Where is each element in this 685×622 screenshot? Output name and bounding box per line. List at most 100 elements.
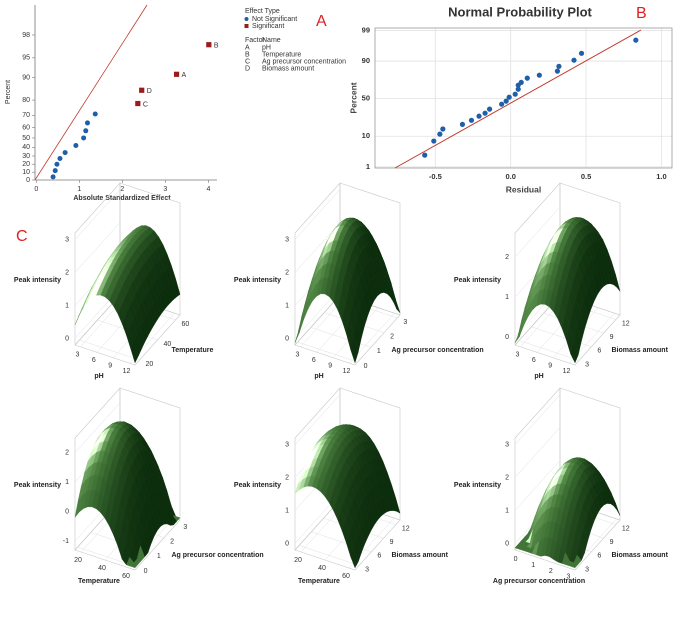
x-tick-label: 12 <box>343 368 351 375</box>
point-label: A <box>182 72 187 79</box>
point <box>515 86 521 92</box>
point <box>73 143 79 149</box>
x-tick-label: 0.0 <box>505 172 515 181</box>
point-label: C <box>143 101 148 108</box>
grid-line <box>79 339 140 361</box>
x-tick-label: 9 <box>548 363 552 370</box>
point <box>524 75 530 81</box>
x-tick-label: 2 <box>549 568 553 575</box>
grid-line <box>297 341 358 363</box>
x-tick-label: 3 <box>76 352 80 359</box>
point <box>571 57 577 63</box>
grid-line <box>74 222 121 273</box>
table-cell: pH <box>262 44 271 51</box>
point <box>506 94 512 100</box>
point <box>431 138 437 144</box>
y-axis-label: Biomass amount <box>612 552 669 559</box>
y-axis-label: Biomass amount <box>612 347 669 354</box>
point <box>536 72 542 78</box>
point <box>173 71 180 77</box>
table-cell: B <box>245 51 250 58</box>
y-axis-label: Ag precursor concentration <box>172 552 264 559</box>
point <box>440 126 446 132</box>
y-axis-label: Temperature <box>172 347 214 354</box>
point <box>84 120 90 126</box>
grid-line <box>519 340 580 361</box>
z-tick-label: 0 <box>65 509 69 516</box>
table-cell: Temperature <box>262 51 301 58</box>
x-axis-label: Absolute Standardized Effect <box>73 195 171 202</box>
y-tick-label: 10 <box>362 131 370 140</box>
grid-line <box>514 427 561 478</box>
x-tick-label: 4 <box>206 186 210 193</box>
legend-title: Effect Type <box>245 8 280 15</box>
point <box>503 98 509 104</box>
grid-line <box>310 327 371 348</box>
point <box>556 63 562 69</box>
y-tick-label: 9 <box>390 539 394 546</box>
y-axis-label: Biomass amount <box>392 552 449 559</box>
point <box>518 79 524 86</box>
x-tick-label: 9 <box>108 363 112 370</box>
x-axis-label: Ag precursor concentration <box>493 578 585 585</box>
x-tick-label: 1.0 <box>656 172 666 181</box>
y-tick-label: 3 <box>183 524 187 531</box>
point-label: B <box>214 43 219 50</box>
panel-label: B <box>636 5 647 22</box>
y-tick-label: 98 <box>22 32 30 39</box>
x-tick-label: 60 <box>342 573 350 580</box>
z-tick-label: 3 <box>65 236 69 243</box>
grid-line <box>299 545 360 566</box>
x-tick-label: 0 <box>514 556 518 563</box>
legend-label: Significant <box>252 23 284 30</box>
point <box>83 128 89 134</box>
table-cell: Biomass amount <box>262 65 314 72</box>
panel-label: C <box>16 228 28 245</box>
y-axis-label: Ag precursor concentration <box>392 347 484 354</box>
point-label: D <box>147 88 152 95</box>
y-tick-label: 0 <box>26 177 30 184</box>
y-tick-label: 2 <box>390 333 394 340</box>
z-tick-label: 2 <box>505 254 509 261</box>
point <box>459 121 466 127</box>
z-tick-label: 3 <box>505 441 509 448</box>
z-tick-label: 2 <box>65 269 69 276</box>
grid-line <box>514 460 561 511</box>
x-tick-label: 0 <box>34 186 38 193</box>
z-tick-label: 0 <box>505 540 509 547</box>
x-tick-label: 2 <box>120 186 124 193</box>
y-tick-label: 10 <box>22 169 30 176</box>
x-tick-label: 12 <box>563 368 571 375</box>
x-tick-label: 20 <box>294 557 302 564</box>
y-tick-label: 12 <box>622 525 630 532</box>
z-tick-label: 1 <box>285 507 289 514</box>
point <box>54 161 60 167</box>
grid-line <box>294 189 341 240</box>
z-axis-label: Peak intensity <box>234 277 281 284</box>
y-tick-label: 50 <box>362 94 370 103</box>
y-tick-label: 3 <box>585 361 589 368</box>
surface-patch <box>350 333 359 364</box>
z-tick-label: 1 <box>285 302 289 309</box>
z-tick-label: 0 <box>505 334 509 341</box>
z-tick-label: 1 <box>65 479 69 486</box>
point <box>476 113 482 119</box>
point <box>633 37 639 43</box>
y-tick-label: 2 <box>170 538 174 545</box>
point <box>499 101 505 107</box>
panel-label: A <box>316 13 327 30</box>
surface-patch <box>83 293 92 308</box>
reference-line <box>34 4 148 181</box>
point <box>135 100 141 107</box>
z-tick-label: 0 <box>65 335 69 342</box>
z-tick-label: 3 <box>285 236 289 243</box>
x-axis-label: pH <box>534 373 543 380</box>
x-tick-label: 3 <box>567 574 571 581</box>
y-tick-label: 50 <box>22 135 30 142</box>
y-tick-label: 6 <box>597 553 601 560</box>
y-tick-label: 3 <box>403 319 407 326</box>
